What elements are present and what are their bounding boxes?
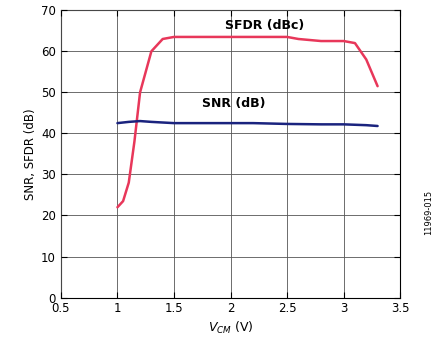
Text: 11969-015: 11969-015 (423, 189, 432, 235)
Text: SFDR (dBc): SFDR (dBc) (224, 19, 303, 32)
Y-axis label: SNR, SFDR (dB): SNR, SFDR (dB) (24, 108, 37, 200)
Text: SNR (dB): SNR (dB) (202, 97, 265, 110)
X-axis label: $V_{CM}$ (V): $V_{CM}$ (V) (207, 319, 253, 336)
